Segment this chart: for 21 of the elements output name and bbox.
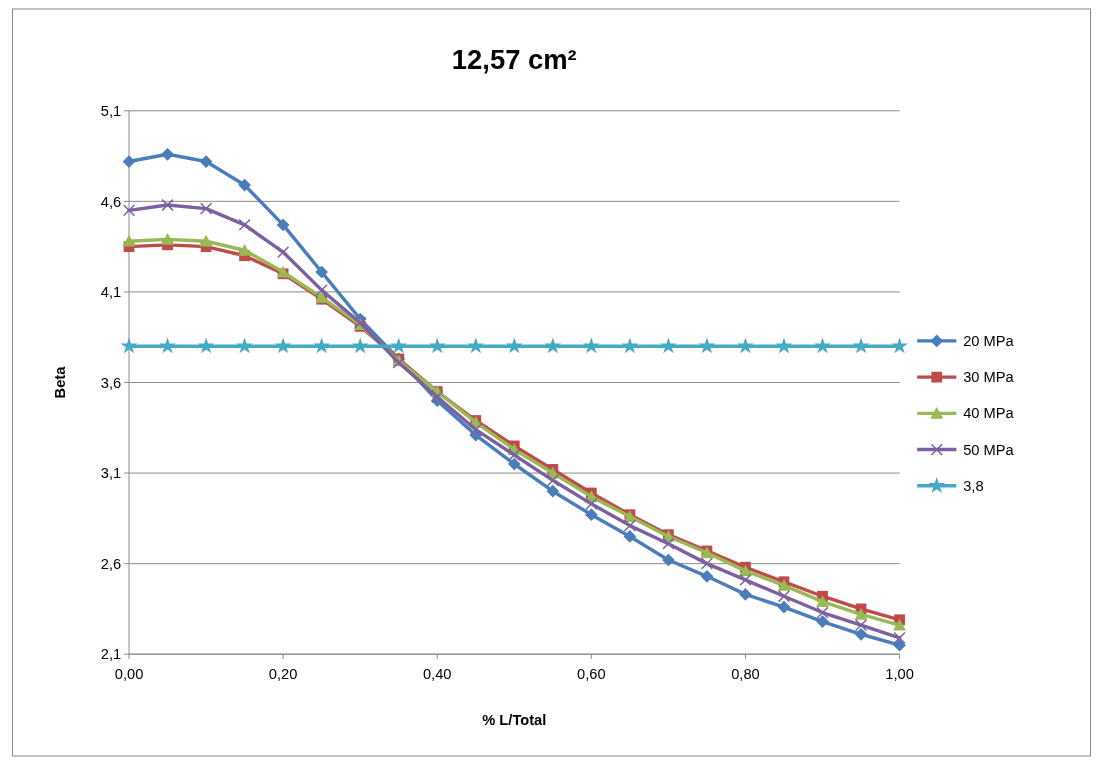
y-tick-label: 4,6 [100, 193, 122, 210]
y-tick-label: 2,6 [100, 555, 122, 572]
y-axis-title: Beta [52, 365, 69, 399]
x-axis-title: % L/Total [482, 711, 547, 728]
x-tick-label: 0,00 [114, 665, 144, 682]
x-tick-label: 0,80 [731, 665, 760, 682]
legend-label: 30 MPa [963, 369, 1015, 386]
y-tick-label: 4,1 [100, 284, 122, 301]
legend-label: 20 MPa [963, 333, 1015, 350]
x-tick-label: 1,00 [885, 665, 914, 682]
y-tick-label: 2,1 [100, 646, 122, 663]
legend-label: 3,8 [963, 477, 984, 494]
y-tick-label: 3,6 [100, 374, 122, 391]
y-tick-label: 5,1 [100, 102, 122, 119]
y-tick-label: 3,1 [100, 465, 122, 482]
x-tick-label: 0,20 [268, 665, 298, 682]
legend-label: 50 MPa [963, 441, 1015, 458]
legend-label: 40 MPa [963, 405, 1015, 422]
chart-title: 12,57 cm² [451, 43, 577, 75]
x-tick-label: 0,60 [577, 665, 606, 682]
x-tick-label: 0,40 [422, 665, 452, 682]
